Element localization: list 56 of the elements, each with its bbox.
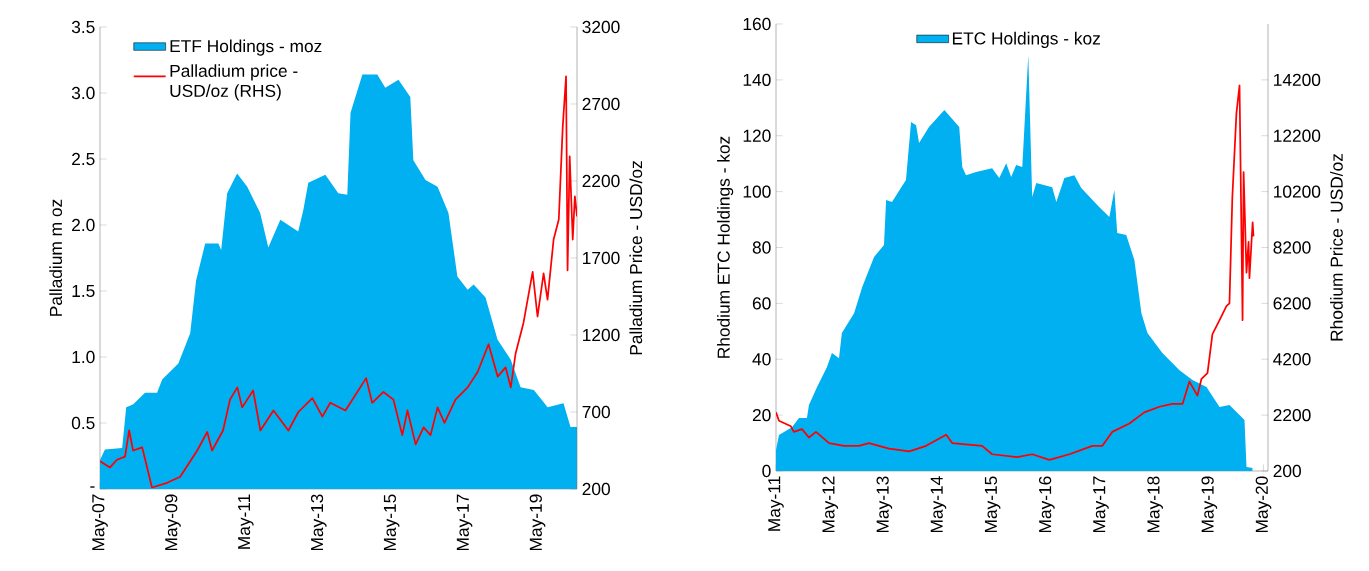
y2-tick-label: 200 [1273, 464, 1301, 478]
x-tick-label: May-20 [1255, 476, 1272, 533]
y2-tick-label: 4200 [1273, 353, 1311, 366]
x-tick-label: May-15 [984, 476, 1001, 533]
x-tick-label: May-17 [1093, 476, 1109, 533]
x-tick-label: May-14 [930, 476, 947, 533]
y-tick-label: 140 [743, 73, 771, 87]
y-tick-label: 0 [762, 464, 771, 478]
y-tick-label: 2.5 [72, 152, 95, 166]
y-tick-label: 160 [743, 17, 771, 31]
legend-label: ETC Holdings - koz [952, 31, 1100, 48]
x-tick-label: May-18 [1147, 476, 1164, 533]
legend-label: ETF Holdings - moz [170, 39, 322, 56]
y2-tick-label: 1200 [583, 328, 620, 342]
y2-tick-label: 14200 [1274, 73, 1321, 87]
x-tick-label: May-13 [876, 476, 893, 533]
x-tick-label: May-11 [238, 494, 254, 549]
y-tick-label: 1.0 [72, 350, 95, 364]
x-tick-label: May-07 [92, 494, 108, 551]
x-tick-label: May-19 [1201, 476, 1218, 533]
y2-axis-title: Palladium Price - USD/oz [629, 161, 643, 355]
y-tick-label: 120 [743, 129, 771, 142]
y-tick-label: 0.5 [71, 416, 95, 430]
y2-tick-label: 200 [582, 482, 610, 496]
y2-tick-label: 6200 [1273, 297, 1311, 310]
legend-label: Palladium price - USD/oz (RHS) [170, 64, 298, 101]
y-tick-label: - [90, 486, 95, 488]
x-tick-label: May-19 [529, 494, 546, 551]
y-axis-title: Rhodium ETC Holdings - koz [717, 136, 734, 358]
y-tick-label: 3.0 [71, 86, 95, 100]
y2-tick-label: 1700 [583, 251, 620, 265]
y-tick-label: 2.0 [72, 218, 95, 232]
x-tick-label: May-16 [1038, 476, 1055, 533]
x-tick-label: May-12 [822, 476, 839, 533]
x-tick-label: May-17 [456, 494, 473, 551]
y-tick-label: 1.5 [72, 284, 95, 298]
x-tick-label: May-09 [165, 494, 181, 551]
y2-tick-label: 10200 [1274, 185, 1321, 198]
y2-tick-label: 3200 [582, 20, 620, 34]
y-tick-label: 60 [752, 297, 771, 310]
y2-tick-label: 2700 [582, 97, 620, 111]
y-tick-label: 80 [752, 241, 771, 254]
y2-axis-title: Rhodium Price - USD/oz [1330, 154, 1343, 341]
y-axis-title: Palladium m oz [49, 199, 63, 316]
y2-tick-label: 700 [582, 405, 610, 419]
x-tick-label: May-11 [768, 476, 784, 531]
x-tick-label: May-13 [310, 494, 327, 551]
y2-tick-label: 8200 [1273, 241, 1311, 254]
y-tick-label: 40 [752, 353, 771, 366]
y-tick-label: 100 [743, 185, 771, 198]
y2-tick-label: 2200 [1273, 408, 1311, 422]
y2-tick-label: 12200 [1274, 129, 1321, 142]
y2-tick-label: 2200 [582, 174, 620, 188]
y-tick-label: 3.5 [71, 20, 95, 34]
x-tick-label: May-15 [383, 494, 400, 551]
y-tick-label: 20 [752, 408, 771, 422]
